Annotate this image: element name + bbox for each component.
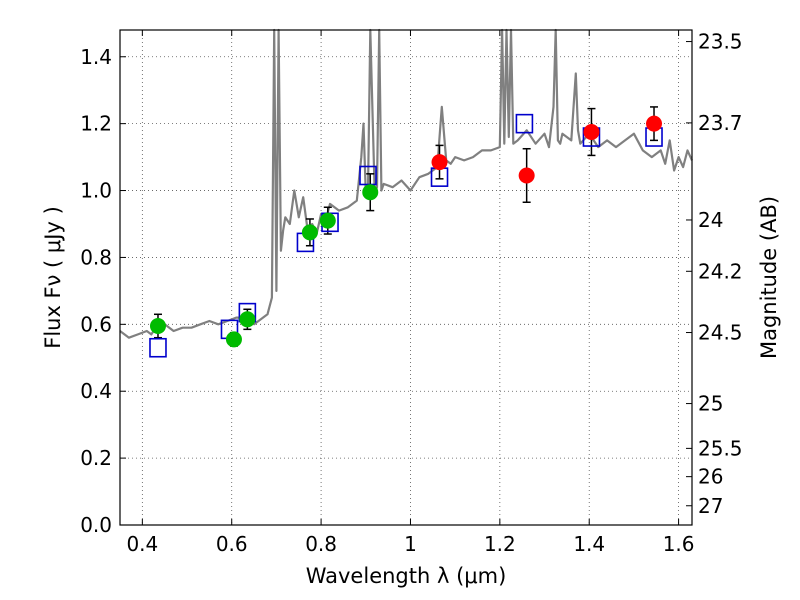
grid: [120, 30, 692, 526]
x-tick-label: 1.6: [663, 532, 695, 556]
x-tick-label: 0.8: [305, 532, 337, 556]
y-tick-label: 0.8: [80, 245, 112, 269]
x-tick-label: 1: [404, 532, 417, 556]
mag-tick-label: 25: [698, 392, 723, 416]
nir-point: [518, 167, 535, 184]
y-tick-label: 0.2: [80, 446, 112, 470]
y-axis-label: Flux Fν ( μJy ): [41, 206, 65, 349]
mag-tick-label: 24.2: [698, 259, 743, 283]
mag-tick-label: 27: [698, 494, 723, 518]
nir-point: [431, 154, 448, 171]
mag-tick-label: 25.5: [698, 436, 743, 460]
nir-point: [646, 115, 663, 132]
optical-point: [239, 311, 256, 328]
mag-tick-label: 23.5: [698, 30, 743, 54]
x-tick-label: 1.2: [484, 532, 516, 556]
mag-tick-label: 26: [698, 465, 723, 489]
mag-tick-label: 23.7: [698, 111, 743, 135]
y-tick-label: 0.4: [80, 379, 112, 403]
optical-point: [225, 331, 242, 348]
spectrum-line: [119, 28, 694, 339]
axis-ticks: [120, 30, 692, 526]
tick-labels: 0.4 0.6 0.8 1 1.2 1.4 1.6 0.0 0.2 0.4 0.6 0.8 1.0 1.2…: [80, 30, 742, 556]
model-points: [149, 113, 663, 358]
y-tick-label: 0.0: [80, 513, 112, 537]
x-tick-label: 0.4: [126, 532, 158, 556]
x-tick-label: 0.6: [216, 532, 248, 556]
x-tick-label: 1.4: [573, 532, 605, 556]
mag-tick-label: 24.5: [698, 321, 743, 345]
nir-point: [583, 124, 600, 141]
model-point: [359, 165, 377, 186]
observed-points: [149, 115, 663, 348]
y-axis-right-label: Magnitude (AB): [757, 196, 781, 359]
model-point: [149, 337, 167, 358]
mag-tick-label: 24: [698, 208, 723, 232]
y-tick-label: 1.0: [80, 179, 112, 203]
spectrum-layer: [119, 28, 694, 339]
y-tick-label: 0.6: [80, 312, 112, 336]
x-axis-label: Wavelength λ (μm): [306, 564, 507, 588]
y-tick-label: 1.2: [80, 112, 112, 136]
model-point: [515, 113, 534, 134]
optical-point: [319, 212, 336, 229]
optical-point: [149, 317, 166, 334]
optical-point: [301, 224, 318, 241]
plot-frame: [119, 29, 693, 526]
y-tick-label: 1.4: [80, 45, 112, 69]
optical-point: [362, 184, 379, 201]
